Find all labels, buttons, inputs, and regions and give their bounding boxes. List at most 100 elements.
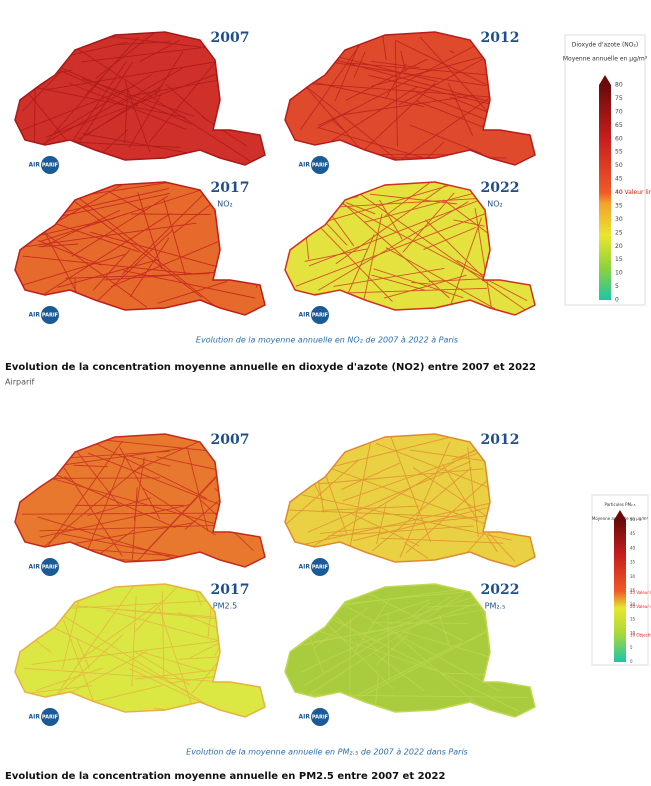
logo-text: PARIF [312, 313, 328, 319]
road [375, 634, 409, 666]
logo-text: AIR [29, 162, 41, 169]
map-panel: AIR PARIF 2022 PM₂.₅ [284, 582, 536, 726]
legend-tick: 30 [615, 216, 623, 223]
road [449, 50, 455, 54]
legend-tick: 40 [615, 189, 623, 196]
road [129, 238, 170, 298]
road [333, 267, 445, 287]
road [99, 129, 129, 156]
logo-text: PARIF [42, 313, 58, 319]
road [292, 435, 498, 559]
logo-text: AIR [299, 564, 311, 571]
road [361, 83, 436, 153]
road [379, 199, 403, 240]
road [131, 596, 137, 687]
panel-year: 2007 [211, 432, 250, 448]
road [89, 229, 173, 309]
road [345, 58, 428, 101]
road [371, 274, 425, 291]
logo-text: AIR [299, 714, 311, 721]
road [247, 210, 257, 288]
logo-text: AIR [29, 714, 41, 721]
road [115, 41, 172, 46]
road [318, 201, 469, 291]
legend-arrow [599, 75, 611, 85]
road [387, 612, 390, 681]
road [384, 182, 434, 217]
road [382, 34, 387, 61]
road [53, 74, 152, 135]
road [299, 592, 465, 702]
road [24, 667, 215, 682]
road [139, 651, 208, 672]
road [148, 49, 227, 143]
road [350, 187, 530, 314]
road [33, 588, 61, 598]
logo-text: PARIF [42, 565, 58, 571]
road [320, 464, 513, 535]
figure-caption: Evolution de la moyenne annuelle en NO₂ … [196, 336, 458, 345]
road [369, 193, 457, 205]
road [68, 82, 187, 130]
road [124, 89, 129, 144]
road [42, 598, 236, 611]
road [35, 199, 53, 225]
logo-mark [41, 156, 59, 174]
legend-tick: 50 [630, 517, 636, 522]
road [21, 512, 223, 515]
road [511, 458, 519, 536]
map-panel: AIR PARIF 2007 [14, 30, 266, 174]
road [423, 226, 477, 251]
road [442, 463, 479, 522]
road [513, 675, 533, 684]
road [314, 86, 418, 152]
panel-pollutant: PM₂.₅ [485, 602, 506, 611]
legend-tick: 35 [630, 560, 636, 565]
road [373, 268, 464, 299]
legend-colorbar [599, 85, 611, 300]
road [342, 95, 469, 116]
road [376, 504, 387, 545]
road [318, 468, 484, 485]
panel-year: 2017 [211, 582, 250, 598]
figure-heading: Evolution de la concentration moyenne an… [5, 771, 445, 782]
road [486, 535, 498, 553]
road [87, 452, 231, 510]
road [126, 454, 171, 467]
road [332, 619, 520, 712]
road [137, 192, 163, 270]
road [72, 141, 181, 148]
road [34, 97, 127, 150]
road [384, 274, 467, 299]
road [18, 212, 46, 225]
road [37, 516, 176, 560]
road [371, 622, 468, 624]
road [16, 85, 135, 133]
road [482, 113, 516, 126]
legend-colorbar [614, 520, 626, 662]
road [317, 182, 462, 225]
road [56, 584, 136, 695]
road [315, 82, 425, 108]
legend-tick: 5 [630, 645, 633, 650]
road [134, 584, 182, 633]
road [327, 525, 474, 537]
road [522, 489, 534, 511]
legend-tick: 70 [615, 108, 623, 115]
road [38, 243, 79, 248]
legend-tick: 10 [630, 631, 636, 636]
road [404, 542, 429, 559]
road [80, 47, 201, 63]
legend-tick: 55 [615, 149, 623, 156]
road [374, 675, 379, 712]
road [299, 33, 369, 131]
road [373, 652, 425, 692]
road [40, 440, 123, 557]
road [314, 221, 393, 302]
road [92, 249, 131, 291]
logo-text: AIR [299, 162, 311, 169]
figure-credit: Airparif [5, 378, 34, 387]
legend-tick: 45 [630, 531, 636, 536]
road [37, 239, 102, 266]
